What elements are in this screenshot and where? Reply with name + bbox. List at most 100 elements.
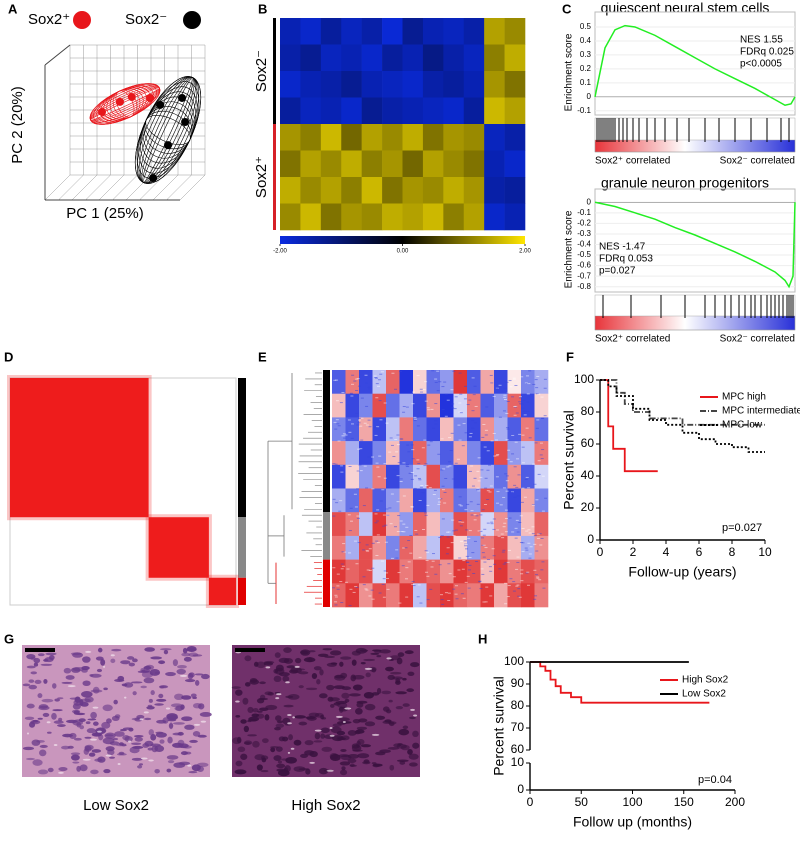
texture (413, 420, 417, 422)
texture (399, 520, 403, 522)
heatmap-cell (426, 393, 441, 418)
heatmap-cell (507, 535, 522, 560)
texture (440, 599, 444, 601)
texture (536, 537, 540, 539)
heatmap-cell (413, 370, 427, 394)
nucleus (287, 694, 300, 700)
nucleus (306, 716, 317, 721)
texture (340, 602, 344, 604)
nucleus (180, 751, 188, 756)
nucleus (338, 717, 350, 722)
nucleus (329, 754, 341, 762)
texture (424, 400, 428, 402)
nucleus (146, 706, 155, 710)
heatmap-cell (426, 441, 441, 466)
texture (471, 420, 475, 422)
texture (397, 515, 401, 517)
texture (481, 537, 485, 539)
nucleus (326, 684, 335, 691)
nucleus (320, 727, 330, 734)
texture (473, 514, 477, 516)
nucleus (355, 647, 368, 654)
rank-gradient (594, 139, 796, 153)
box-grid (112, 174, 138, 201)
texture (364, 374, 368, 376)
texture (356, 488, 360, 490)
heatmap-cell (426, 370, 441, 394)
texture (514, 527, 518, 529)
texture (351, 374, 355, 376)
space (344, 707, 352, 710)
nucleus (158, 685, 169, 689)
nucleus (242, 697, 249, 705)
texture (477, 457, 481, 459)
nucleus (80, 701, 89, 707)
heatmap-cell (399, 370, 414, 394)
nucleus (340, 754, 352, 761)
nucleus (132, 691, 137, 696)
enrichment-curve (594, 24, 796, 107)
nucleus (105, 734, 114, 737)
nucleus (191, 764, 201, 772)
texture (421, 492, 425, 494)
texture (483, 503, 487, 505)
texture (376, 426, 380, 428)
texture (376, 542, 380, 544)
texture (423, 512, 427, 514)
texture (424, 381, 428, 383)
texture (415, 416, 419, 418)
nucleus (150, 690, 155, 696)
texture (433, 489, 437, 491)
texture (516, 556, 520, 558)
texture (482, 534, 486, 536)
texture (513, 466, 517, 468)
texture (483, 561, 487, 563)
space (46, 721, 51, 724)
texture (441, 489, 445, 491)
texture (473, 385, 477, 387)
y-tick-label: -0.1 (577, 106, 591, 115)
heatmap-cell (463, 177, 485, 204)
nucleus (24, 716, 35, 720)
texture (496, 529, 500, 531)
nucleus (111, 648, 122, 652)
texture (388, 451, 392, 453)
texture (453, 408, 457, 410)
heatmap-cell (372, 559, 387, 584)
texture (410, 478, 414, 480)
texture (426, 407, 430, 409)
heatmap-cell (413, 583, 427, 608)
heatmap-cell (534, 535, 549, 560)
texture (474, 405, 478, 407)
space (371, 733, 380, 736)
texture (498, 416, 502, 418)
space (124, 696, 127, 699)
nucleus (97, 647, 103, 653)
annotation: NES 1.55 (740, 35, 783, 46)
texture (452, 535, 456, 537)
nucleus (174, 693, 184, 701)
nucleus (371, 762, 377, 765)
texture (443, 502, 447, 504)
texture (337, 425, 341, 427)
nucleus (140, 685, 147, 689)
texture (483, 446, 487, 448)
annotation: FDRq 0.025 (740, 47, 794, 58)
heatmap-cell (300, 150, 322, 178)
texture (531, 526, 535, 528)
nucleus (172, 659, 178, 667)
texture (516, 584, 520, 586)
heatmap-cell (453, 583, 468, 608)
texture (480, 442, 484, 444)
texture (390, 444, 394, 446)
texture (467, 587, 471, 589)
texture (539, 442, 543, 444)
heatmap-cell (345, 583, 360, 608)
panel-label: B (258, 1, 267, 16)
heatmap-cell (484, 150, 505, 178)
heatmap-cell (399, 393, 414, 418)
texture (527, 529, 531, 531)
space (89, 738, 98, 741)
annotation: p=0.04 (698, 774, 732, 786)
heatmap-cell (467, 441, 481, 466)
